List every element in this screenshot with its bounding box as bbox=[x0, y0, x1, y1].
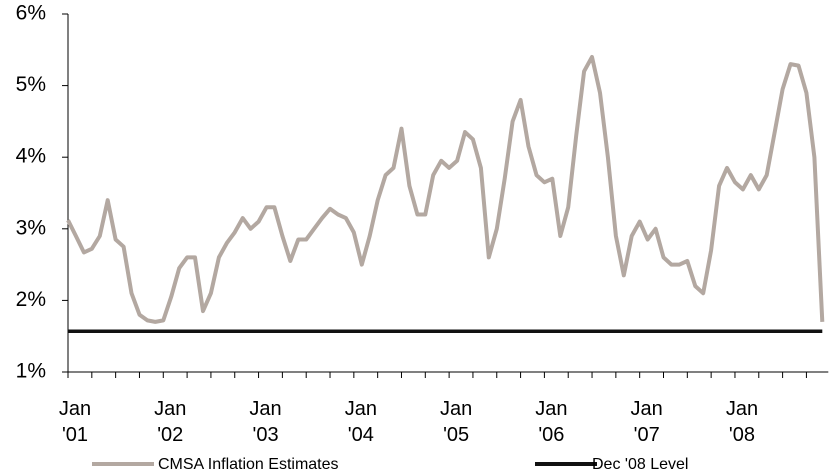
y-tick-label: 1% bbox=[16, 360, 46, 383]
x-tick-label: Jan '08 bbox=[725, 398, 759, 446]
x-tick-label: Jan '05 bbox=[439, 398, 473, 446]
y-tick-label: 6% bbox=[16, 2, 46, 25]
x-tick-label: Jan '04 bbox=[344, 398, 377, 446]
legend-label: CMSA Inflation Estimates bbox=[158, 456, 339, 473]
x-tick-label: Jan '03 bbox=[249, 398, 282, 446]
x-tick-label: Jan '06 bbox=[535, 398, 568, 446]
x-tick-label: Jan '02 bbox=[154, 398, 187, 446]
x-tick-label: Jan '01 bbox=[58, 398, 92, 446]
x-tick-label: Jan '07 bbox=[630, 398, 663, 446]
y-tick-label: 3% bbox=[16, 216, 46, 239]
line bbox=[66, 55, 825, 324]
y-tick-label: 5% bbox=[16, 73, 46, 96]
legend-label: Dec '08 Level bbox=[592, 456, 688, 473]
y-tick-label: 2% bbox=[16, 288, 46, 311]
y-tick-label: 4% bbox=[16, 145, 46, 168]
